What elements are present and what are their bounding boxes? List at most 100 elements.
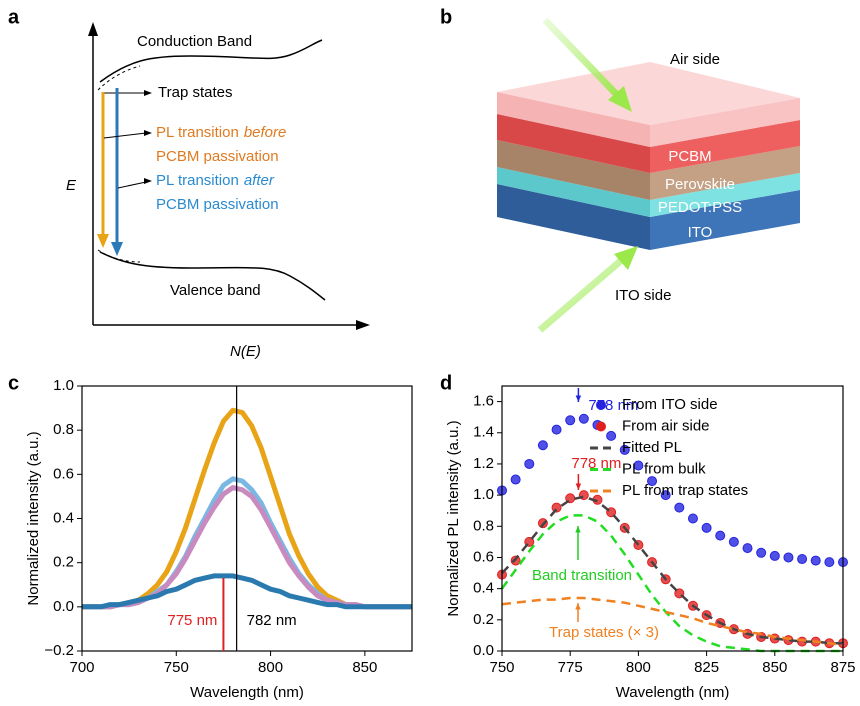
layer-face xyxy=(650,173,800,217)
legend-symbol xyxy=(596,400,606,410)
plot-frame xyxy=(501,385,844,652)
legend-symbol xyxy=(596,421,606,432)
valence-band xyxy=(99,251,326,301)
layer-face xyxy=(497,167,650,217)
legend-label: From air side xyxy=(622,417,710,434)
arrowhead xyxy=(575,526,581,533)
layer-face xyxy=(497,114,650,173)
series-line xyxy=(82,485,412,610)
data-point xyxy=(565,415,576,426)
y-tick-label: 0.8 xyxy=(53,421,74,438)
light-arrow xyxy=(542,17,623,101)
x-tick-label: 825 xyxy=(694,659,719,676)
y-tick-label: 0.2 xyxy=(473,611,494,628)
annotation: Band transition xyxy=(532,567,632,584)
data-point xyxy=(701,522,712,533)
axis-label: N(E) xyxy=(230,343,261,360)
data-point xyxy=(619,444,630,455)
light-arrow xyxy=(537,255,627,333)
arrowhead xyxy=(97,234,109,248)
label: Valence band xyxy=(170,282,261,299)
panel-label: c xyxy=(8,372,19,394)
label: PL transition before xyxy=(156,124,286,141)
y-axis-label: Normalized PL intensity (a.u.) xyxy=(445,420,462,616)
data-point xyxy=(728,536,739,547)
label-part: after xyxy=(244,172,275,189)
layer-label: PEDOT:PSS xyxy=(658,199,742,216)
label: Conduction Band xyxy=(137,33,252,50)
conduction-band xyxy=(99,39,323,83)
legend-label: Fitted PL xyxy=(622,439,682,456)
x-tick-label: 850 xyxy=(352,659,377,676)
x-tick-label: 875 xyxy=(830,659,855,676)
series-line xyxy=(501,495,843,645)
arrowhead xyxy=(144,130,152,136)
arrowhead xyxy=(575,483,582,490)
arrowhead xyxy=(356,320,370,330)
layer-face xyxy=(650,120,800,173)
y-tick-label: 0.8 xyxy=(473,517,494,534)
data-point xyxy=(647,476,658,487)
x-axis-label: Wavelength (nm) xyxy=(190,684,304,701)
x-tick-label: 800 xyxy=(626,659,651,676)
device xyxy=(497,17,800,333)
data-point xyxy=(742,543,753,554)
y-tick-label: 1.2 xyxy=(473,455,494,472)
data-point xyxy=(660,490,671,501)
x-tick-label: 750 xyxy=(489,659,514,676)
label-part: PL transition xyxy=(156,172,239,189)
panel-label: a xyxy=(8,6,20,28)
label-part: PL transition xyxy=(156,124,239,141)
label: PCBM passivation xyxy=(156,196,279,213)
band-diagram xyxy=(88,22,370,330)
data-point xyxy=(578,413,589,424)
panel-label: b xyxy=(440,6,452,28)
label: PL transition after xyxy=(156,172,275,189)
data-point xyxy=(687,513,698,524)
label: Trap states xyxy=(158,84,232,101)
data-point xyxy=(537,440,548,451)
y-tick-label: 0.4 xyxy=(53,509,74,526)
layer-label: PCBM xyxy=(668,148,711,165)
band-tail xyxy=(97,65,141,91)
x-tick-label: 800 xyxy=(258,659,283,676)
arrowhead xyxy=(575,603,581,610)
y-tick-label: 1.6 xyxy=(473,393,494,410)
arrowhead xyxy=(144,90,152,96)
y-tick-label: 0.6 xyxy=(473,548,494,565)
layer-top xyxy=(497,62,800,125)
y-tick-label: 1.0 xyxy=(53,377,74,394)
legend-label: PL from trap states xyxy=(622,482,748,499)
layer-face xyxy=(497,92,650,147)
peak-label: 778 nm xyxy=(571,455,621,472)
x-tick-label: 850 xyxy=(762,659,787,676)
y-tick-label: 0.6 xyxy=(53,465,74,482)
arrowhead xyxy=(608,86,632,112)
series-line xyxy=(501,596,844,647)
x-tick-label: 775 xyxy=(558,659,583,676)
layer-face xyxy=(650,190,800,250)
layer-face xyxy=(650,98,800,147)
layer-label: ITO xyxy=(688,224,713,241)
peak-label: 775 nm xyxy=(167,612,217,629)
pointer xyxy=(117,181,147,189)
y-tick-label: 0.0 xyxy=(53,598,74,615)
arrowhead xyxy=(614,246,638,270)
data-point xyxy=(783,552,794,563)
panel-label: d xyxy=(440,372,452,394)
series-line xyxy=(82,573,412,610)
y-tick-label: 1.4 xyxy=(473,424,494,441)
data-point xyxy=(633,460,644,471)
arrowhead xyxy=(575,395,582,402)
data-point xyxy=(524,458,535,469)
label: ITO side xyxy=(615,287,671,304)
y-tick-label: 1.0 xyxy=(473,486,494,503)
data-point xyxy=(824,557,835,568)
arrowhead xyxy=(111,242,123,256)
data-point xyxy=(769,550,780,561)
series-line xyxy=(82,476,412,610)
data-point xyxy=(810,555,821,566)
annotation: Trap states (× 3) xyxy=(549,624,659,641)
y-tick-label: 0.0 xyxy=(473,642,494,659)
